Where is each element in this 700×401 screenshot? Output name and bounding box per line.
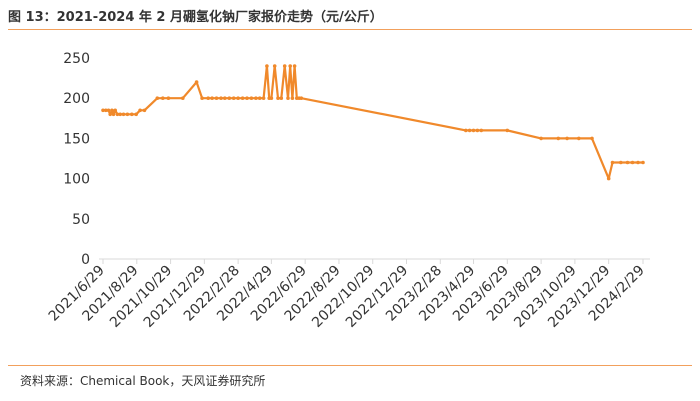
data-point	[464, 128, 468, 133]
data-point	[290, 96, 295, 100]
data-point	[104, 108, 108, 113]
data-point	[223, 96, 227, 100]
data-point	[641, 160, 645, 165]
data-point	[118, 112, 122, 117]
data-point	[636, 160, 640, 165]
data-point	[279, 96, 284, 100]
data-point	[590, 136, 594, 141]
data-point	[194, 80, 199, 84]
title-divider	[8, 29, 692, 30]
data-point	[249, 96, 254, 100]
data-point	[467, 128, 472, 133]
data-point	[121, 112, 126, 117]
data-point	[166, 96, 171, 100]
data-point	[231, 96, 236, 100]
data-point	[125, 112, 130, 117]
data-point	[265, 64, 269, 68]
series-price	[101, 64, 645, 181]
data-point	[108, 112, 112, 117]
y-tick-label: 100	[63, 172, 90, 188]
data-point	[214, 96, 219, 100]
data-point	[625, 160, 630, 165]
data-point	[539, 136, 543, 141]
data-point	[257, 96, 262, 100]
data-point	[142, 108, 147, 113]
data-point	[565, 136, 569, 141]
data-point	[110, 108, 114, 113]
data-point	[161, 96, 165, 100]
data-point	[577, 136, 581, 141]
data-point	[134, 112, 138, 117]
y-tick-label: 50	[72, 212, 90, 228]
source-note: 资料来源：Chemical Book，天风证券研究所	[20, 374, 266, 388]
price-line-chart: 0 50 100 150 200 250 2021/6/292021/8/292021/1…	[46, 51, 650, 331]
y-axis: 0 50 100 150 200 250	[63, 51, 90, 268]
data-point	[269, 96, 274, 100]
data-point	[505, 128, 510, 133]
data-point	[272, 64, 277, 68]
data-point	[101, 108, 105, 113]
data-point	[254, 96, 258, 100]
data-point	[299, 96, 304, 100]
data-point	[556, 136, 561, 141]
data-point	[261, 96, 266, 100]
data-point	[292, 64, 297, 68]
data-point	[610, 160, 615, 165]
data-point	[471, 128, 476, 133]
data-point	[245, 96, 249, 100]
data-point	[130, 112, 134, 117]
y-tick-label: 150	[63, 131, 90, 147]
data-point	[111, 112, 116, 117]
data-point	[106, 108, 111, 113]
data-point	[288, 64, 293, 68]
y-tick-label: 250	[63, 51, 90, 67]
x-axis: 2021/6/292021/8/292021/10/292021/12/2920…	[46, 259, 648, 331]
data-point	[475, 128, 480, 133]
data-point	[115, 112, 120, 117]
data-point	[276, 96, 280, 100]
data-point	[479, 128, 484, 133]
data-point	[113, 108, 117, 113]
data-point	[206, 96, 210, 100]
data-point	[619, 160, 623, 165]
y-tick-label: 0	[81, 252, 90, 268]
figure-title: 图 13：2021-2024 年 2 月硼氢化钠厂家报价走势（元/公斤）	[8, 10, 383, 25]
data-point	[227, 96, 232, 100]
data-point	[606, 176, 611, 181]
data-point	[282, 64, 287, 68]
data-point	[240, 96, 245, 100]
data-point	[181, 96, 185, 100]
data-point	[219, 96, 223, 100]
series-line	[103, 64, 643, 180]
data-point	[286, 96, 290, 100]
y-tick-label: 200	[63, 91, 90, 107]
data-point	[210, 96, 214, 100]
data-point	[236, 96, 240, 100]
data-point	[138, 108, 142, 113]
source-divider	[8, 365, 692, 366]
data-point	[630, 160, 635, 165]
data-point	[200, 96, 204, 100]
data-point	[155, 96, 160, 100]
